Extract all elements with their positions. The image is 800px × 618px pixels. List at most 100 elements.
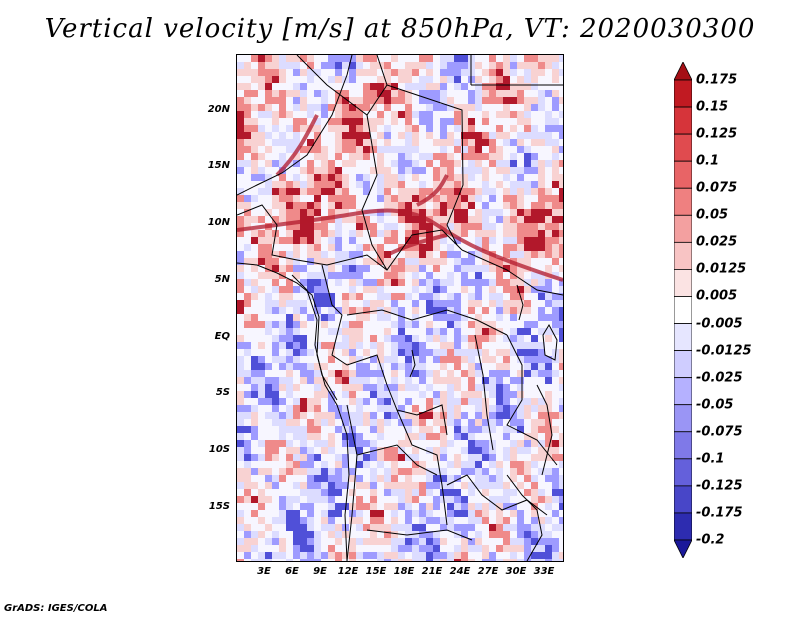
field-cell — [531, 447, 539, 455]
field-cell — [461, 356, 469, 364]
field-cell — [503, 517, 511, 525]
field-cell — [517, 454, 525, 462]
field-cell — [286, 517, 294, 525]
field-cell — [251, 559, 259, 561]
field-cell — [314, 538, 322, 546]
field-cell — [440, 363, 448, 371]
field-cell — [510, 174, 518, 182]
field-cell — [552, 160, 560, 168]
field-cell — [538, 538, 546, 546]
field-cell — [559, 174, 563, 182]
field-cell — [286, 76, 294, 84]
field-cell — [244, 314, 252, 322]
field-cell — [496, 125, 504, 133]
field-cell — [398, 552, 406, 560]
field-cell — [426, 76, 434, 84]
field-cell — [272, 195, 280, 203]
field-cell — [293, 524, 301, 532]
field-cell — [510, 286, 518, 294]
field-cell — [419, 314, 427, 322]
field-cell — [258, 90, 266, 98]
field-cell — [552, 440, 560, 448]
field-cell — [475, 461, 483, 469]
field-cell — [545, 363, 553, 371]
field-cell — [531, 251, 539, 259]
field-cell — [531, 314, 539, 322]
field-cell — [398, 489, 406, 497]
field-cell — [279, 496, 287, 504]
field-cell — [244, 377, 252, 385]
field-cell — [335, 419, 343, 427]
field-cell — [559, 412, 563, 420]
field-cell — [559, 209, 563, 217]
field-cell — [559, 139, 563, 147]
field-cell — [426, 132, 434, 140]
field-cell — [279, 363, 287, 371]
field-cell — [370, 118, 378, 126]
field-cell — [510, 279, 518, 287]
field-cell — [447, 349, 455, 357]
field-cell — [398, 482, 406, 490]
field-cell — [251, 370, 259, 378]
field-cell — [503, 146, 511, 154]
field-cell — [440, 69, 448, 77]
field-cell — [370, 195, 378, 203]
field-cell — [391, 181, 399, 189]
field-cell — [314, 524, 322, 532]
field-cell — [384, 482, 392, 490]
field-cell — [272, 111, 280, 119]
field-cell — [293, 132, 301, 140]
field-cell — [482, 174, 490, 182]
field-cell — [447, 76, 455, 84]
field-cell — [412, 447, 420, 455]
field-cell — [349, 377, 357, 385]
field-cell — [482, 265, 490, 273]
field-cell — [552, 370, 560, 378]
field-cell — [391, 398, 399, 406]
field-cell — [517, 76, 525, 84]
field-cell — [419, 412, 427, 420]
field-cell — [426, 244, 434, 252]
field-cell — [307, 398, 315, 406]
field-cell — [496, 314, 504, 322]
field-cell — [293, 293, 301, 301]
field-cell — [398, 328, 406, 336]
field-cell — [412, 55, 420, 63]
field-cell — [237, 104, 245, 112]
field-cell — [335, 237, 343, 245]
field-cell — [489, 125, 497, 133]
field-cell — [377, 265, 385, 273]
colorbar-label: -0.05 — [696, 397, 734, 413]
field-cell — [524, 90, 532, 98]
field-cell — [244, 321, 252, 329]
field-cell — [559, 62, 563, 70]
field-cell — [321, 559, 329, 561]
field-cell — [258, 293, 266, 301]
field-cell — [258, 279, 266, 287]
field-cell — [405, 181, 413, 189]
field-cell — [433, 468, 441, 476]
field-cell — [265, 447, 273, 455]
field-cell — [496, 356, 504, 364]
field-cell — [412, 370, 420, 378]
field-cell — [447, 132, 455, 140]
field-cell — [510, 62, 518, 70]
field-cell — [405, 475, 413, 483]
field-cell — [321, 76, 329, 84]
field-cell — [293, 461, 301, 469]
field-cell — [517, 461, 525, 469]
field-cell — [286, 510, 294, 518]
field-cell — [524, 384, 532, 392]
field-cell — [468, 517, 476, 525]
field-cell — [531, 272, 539, 280]
field-cell — [552, 377, 560, 385]
field-cell — [524, 461, 532, 469]
field-cell — [503, 447, 511, 455]
field-cell — [363, 531, 371, 539]
field-cell — [538, 426, 546, 434]
field-cell — [237, 412, 245, 420]
field-cell — [482, 433, 490, 441]
field-cell — [237, 195, 245, 203]
field-cell — [531, 482, 539, 490]
field-cell — [342, 104, 350, 112]
